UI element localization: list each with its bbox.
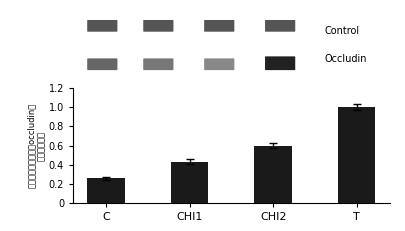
FancyBboxPatch shape	[264, 20, 294, 32]
Bar	[254, 146, 291, 203]
FancyBboxPatch shape	[204, 20, 234, 32]
FancyBboxPatch shape	[204, 58, 234, 70]
FancyBboxPatch shape	[87, 20, 117, 32]
Text: Control: Control	[324, 26, 359, 36]
FancyBboxPatch shape	[143, 20, 173, 32]
FancyBboxPatch shape	[143, 58, 173, 70]
Bar	[337, 107, 375, 203]
Bar	[171, 162, 208, 203]
Text: Occludin: Occludin	[324, 54, 367, 64]
FancyBboxPatch shape	[87, 58, 117, 70]
FancyBboxPatch shape	[264, 56, 294, 70]
Bar	[87, 178, 125, 203]
Y-axis label: 脑微血管内皮细胞内occludin蛋
白的表达水平: 脑微血管内皮细胞内occludin蛋 白的表达水平	[26, 103, 46, 188]
